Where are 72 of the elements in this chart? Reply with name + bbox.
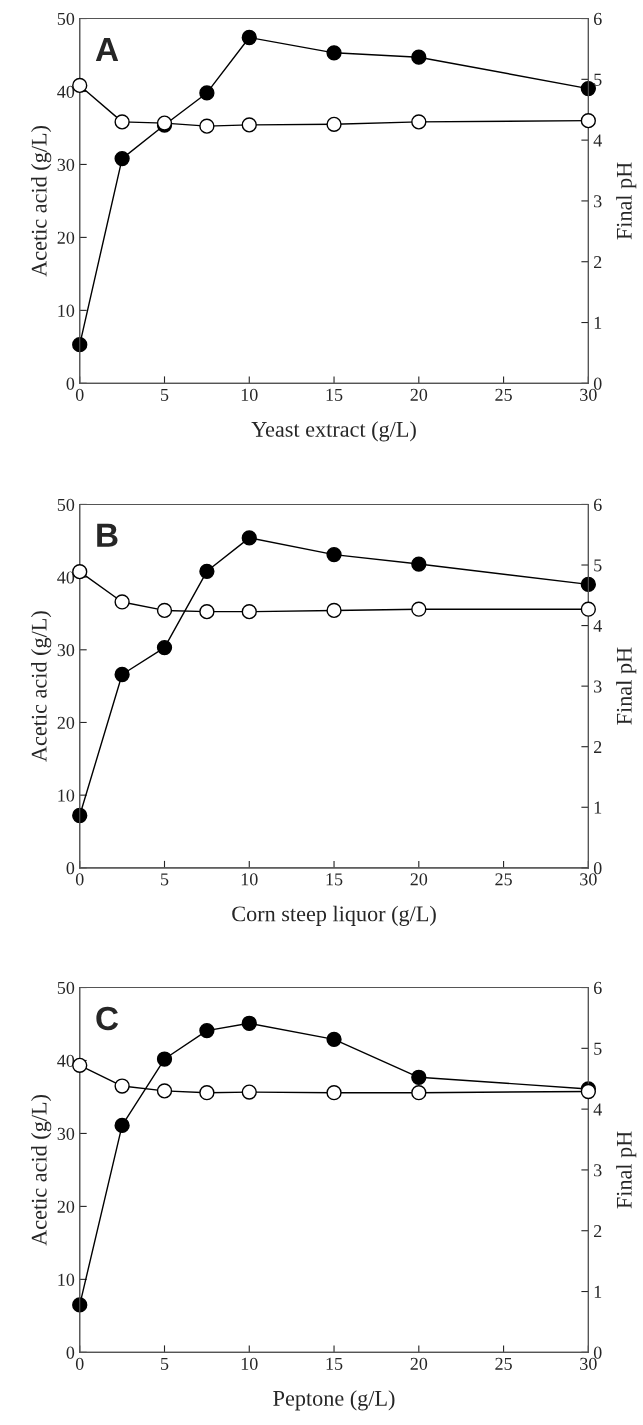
y2-tick-label: 2 bbox=[594, 1225, 602, 1237]
y-tick-label: 10 bbox=[58, 1273, 75, 1286]
x-tick-label: 30 bbox=[580, 388, 597, 401]
y2-axis-title: Final pH bbox=[616, 1131, 637, 1209]
y-tick-label: 30 bbox=[57, 644, 75, 657]
y2-tick-label: 4 bbox=[593, 134, 602, 147]
y-axis-title: Acetic acid (g/L) bbox=[31, 1095, 52, 1246]
y2-tick-label: 6 bbox=[593, 498, 602, 511]
y-tick-label: 10 bbox=[58, 789, 75, 802]
x-tick-label: 30 bbox=[580, 873, 597, 886]
y2-tick-label: 3 bbox=[594, 1164, 602, 1177]
y-tick-label: 0 bbox=[66, 377, 75, 390]
y2-tick-label: 5 bbox=[594, 73, 602, 86]
y2-tick-label: 5 bbox=[594, 559, 602, 572]
y-tick-label: 10 bbox=[58, 304, 75, 317]
y2-axis-title: Final pH bbox=[616, 647, 637, 725]
x-axis-title: Yeast extract (g/L) bbox=[251, 421, 416, 442]
x-tick-label: 5 bbox=[161, 873, 169, 886]
x-tick-label: 0 bbox=[75, 1357, 84, 1370]
y-tick-label: 20 bbox=[57, 231, 75, 244]
y2-tick-label: 3 bbox=[594, 680, 602, 693]
x-tick-label: 20 bbox=[410, 873, 428, 886]
x-tick-label: 20 bbox=[410, 1357, 428, 1370]
y-tick-label: 40 bbox=[57, 571, 75, 584]
y2-tick-label: 6 bbox=[593, 12, 602, 25]
y2-tick-label: 4 bbox=[593, 619, 602, 632]
y-tick-label: 20 bbox=[57, 1200, 75, 1213]
annotation: B bbox=[97, 523, 118, 547]
y-tick-label: 20 bbox=[57, 716, 75, 729]
y-tick-label: 50 bbox=[57, 498, 75, 511]
x-tick-label: 10 bbox=[241, 873, 258, 886]
x-tick-label: 5 bbox=[161, 1357, 169, 1370]
y2-tick-label: 2 bbox=[594, 256, 602, 268]
y2-tick-label: 4 bbox=[593, 1103, 602, 1116]
y-tick-label: 30 bbox=[57, 158, 75, 171]
y2-tick-label: 3 bbox=[594, 195, 602, 208]
y-tick-label: 50 bbox=[57, 981, 75, 994]
x-tick-label: 25 bbox=[495, 873, 512, 886]
x-tick-label: 0 bbox=[75, 873, 84, 886]
y-tick-label: 0 bbox=[66, 862, 75, 875]
y2-tick-label: 0 bbox=[593, 377, 602, 390]
y-tick-label: 50 bbox=[57, 12, 75, 25]
y2-tick-label: 1 bbox=[594, 316, 602, 329]
x-tick-label: 30 bbox=[580, 1357, 597, 1370]
y2-tick-label: 6 bbox=[593, 981, 602, 994]
x-axis-title: Corn steep liquor (g/L) bbox=[232, 905, 436, 926]
x-tick-label: 10 bbox=[241, 1357, 258, 1370]
y2-tick-label: 1 bbox=[594, 1285, 602, 1298]
y2-tick-label: 5 bbox=[594, 1042, 602, 1055]
x-tick-label: 15 bbox=[326, 1357, 343, 1370]
x-tick-label: 10 bbox=[241, 388, 258, 401]
y2-tick-label: 2 bbox=[594, 741, 602, 753]
x-tick-label: 20 bbox=[410, 388, 428, 401]
y-axis-title: Acetic acid (g/L) bbox=[31, 611, 52, 762]
y-tick-label: 40 bbox=[57, 85, 75, 98]
y2-tick-label: 1 bbox=[594, 801, 602, 814]
x-tick-label: 15 bbox=[326, 388, 343, 401]
annotation: C bbox=[96, 1006, 119, 1031]
y2-tick-label: 0 bbox=[593, 862, 602, 875]
x-axis-title: Peptone (g/L) bbox=[273, 1390, 395, 1411]
x-tick-label: 25 bbox=[495, 1357, 512, 1370]
x-tick-label: 25 bbox=[495, 388, 512, 401]
y-axis-title: Acetic acid (g/L) bbox=[31, 126, 52, 277]
annotation: A bbox=[95, 37, 119, 61]
y2-tick-label: 0 bbox=[593, 1346, 602, 1359]
x-tick-label: 15 bbox=[326, 873, 343, 886]
y2-axis-title: Final pH bbox=[616, 162, 637, 240]
x-tick-label: 0 bbox=[75, 388, 84, 401]
y-tick-label: 30 bbox=[57, 1127, 75, 1140]
y-tick-label: 40 bbox=[57, 1054, 75, 1067]
x-tick-label: 5 bbox=[161, 388, 169, 401]
y-tick-label: 0 bbox=[66, 1346, 75, 1359]
